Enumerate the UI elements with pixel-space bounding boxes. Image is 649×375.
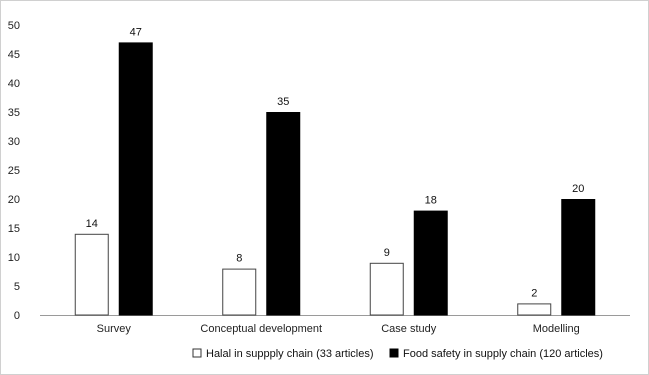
data-label-halal: 9 xyxy=(384,247,390,259)
y-tick-label: 30 xyxy=(8,136,20,148)
y-tick-label: 5 xyxy=(14,281,20,293)
x-tick-label: Case study xyxy=(381,323,437,335)
y-tick-label: 0 xyxy=(14,310,20,322)
bars: 14 47 8 35 9 18 2 20 xyxy=(74,26,596,316)
y-tick-label: 10 xyxy=(8,252,20,264)
y-tick-label: 25 xyxy=(8,165,20,177)
legend-swatch-food-safety xyxy=(389,348,399,358)
data-label-halal: 14 xyxy=(86,218,98,230)
legend: Halal in suppply chain (33 articles) Foo… xyxy=(192,348,603,360)
bar-halal xyxy=(517,303,552,316)
y-tick-label: 50 xyxy=(8,20,20,32)
bar-halal xyxy=(369,262,404,316)
y-tick-label: 20 xyxy=(8,194,20,206)
x-tick-label: Modelling xyxy=(533,323,580,335)
bar-food-safety xyxy=(266,112,301,316)
y-tick-label: 45 xyxy=(8,49,20,61)
y-tick-label: 40 xyxy=(8,78,20,90)
x-axis: Survey Conceptual development Case study Mo… xyxy=(40,315,630,335)
bar-food-safety xyxy=(413,210,448,316)
y-tick-label: 35 xyxy=(8,107,20,119)
legend-label-halal: Halal in suppply chain (33 articles) xyxy=(206,348,374,360)
y-axis: 0 5 10 15 20 25 30 35 40 45 50 xyxy=(8,20,20,322)
data-label-food-safety: 35 xyxy=(277,96,289,108)
data-label-halal: 8 xyxy=(236,253,242,265)
x-tick-label: Survey xyxy=(97,323,132,335)
y-tick-label: 15 xyxy=(8,223,20,235)
data-label-food-safety: 47 xyxy=(130,26,142,38)
data-label-food-safety: 20 xyxy=(572,183,584,195)
x-tick-label: Conceptual development xyxy=(200,323,322,335)
legend-label-food-safety: Food safety in supply chain (120 article… xyxy=(403,348,603,360)
bar-halal xyxy=(74,233,109,316)
bar-food-safety xyxy=(118,42,153,316)
data-label-food-safety: 18 xyxy=(425,195,437,207)
bar-food-safety xyxy=(561,199,596,316)
data-label-halal: 2 xyxy=(531,287,537,299)
legend-swatch-halal xyxy=(192,348,202,358)
bar-halal xyxy=(222,268,257,316)
